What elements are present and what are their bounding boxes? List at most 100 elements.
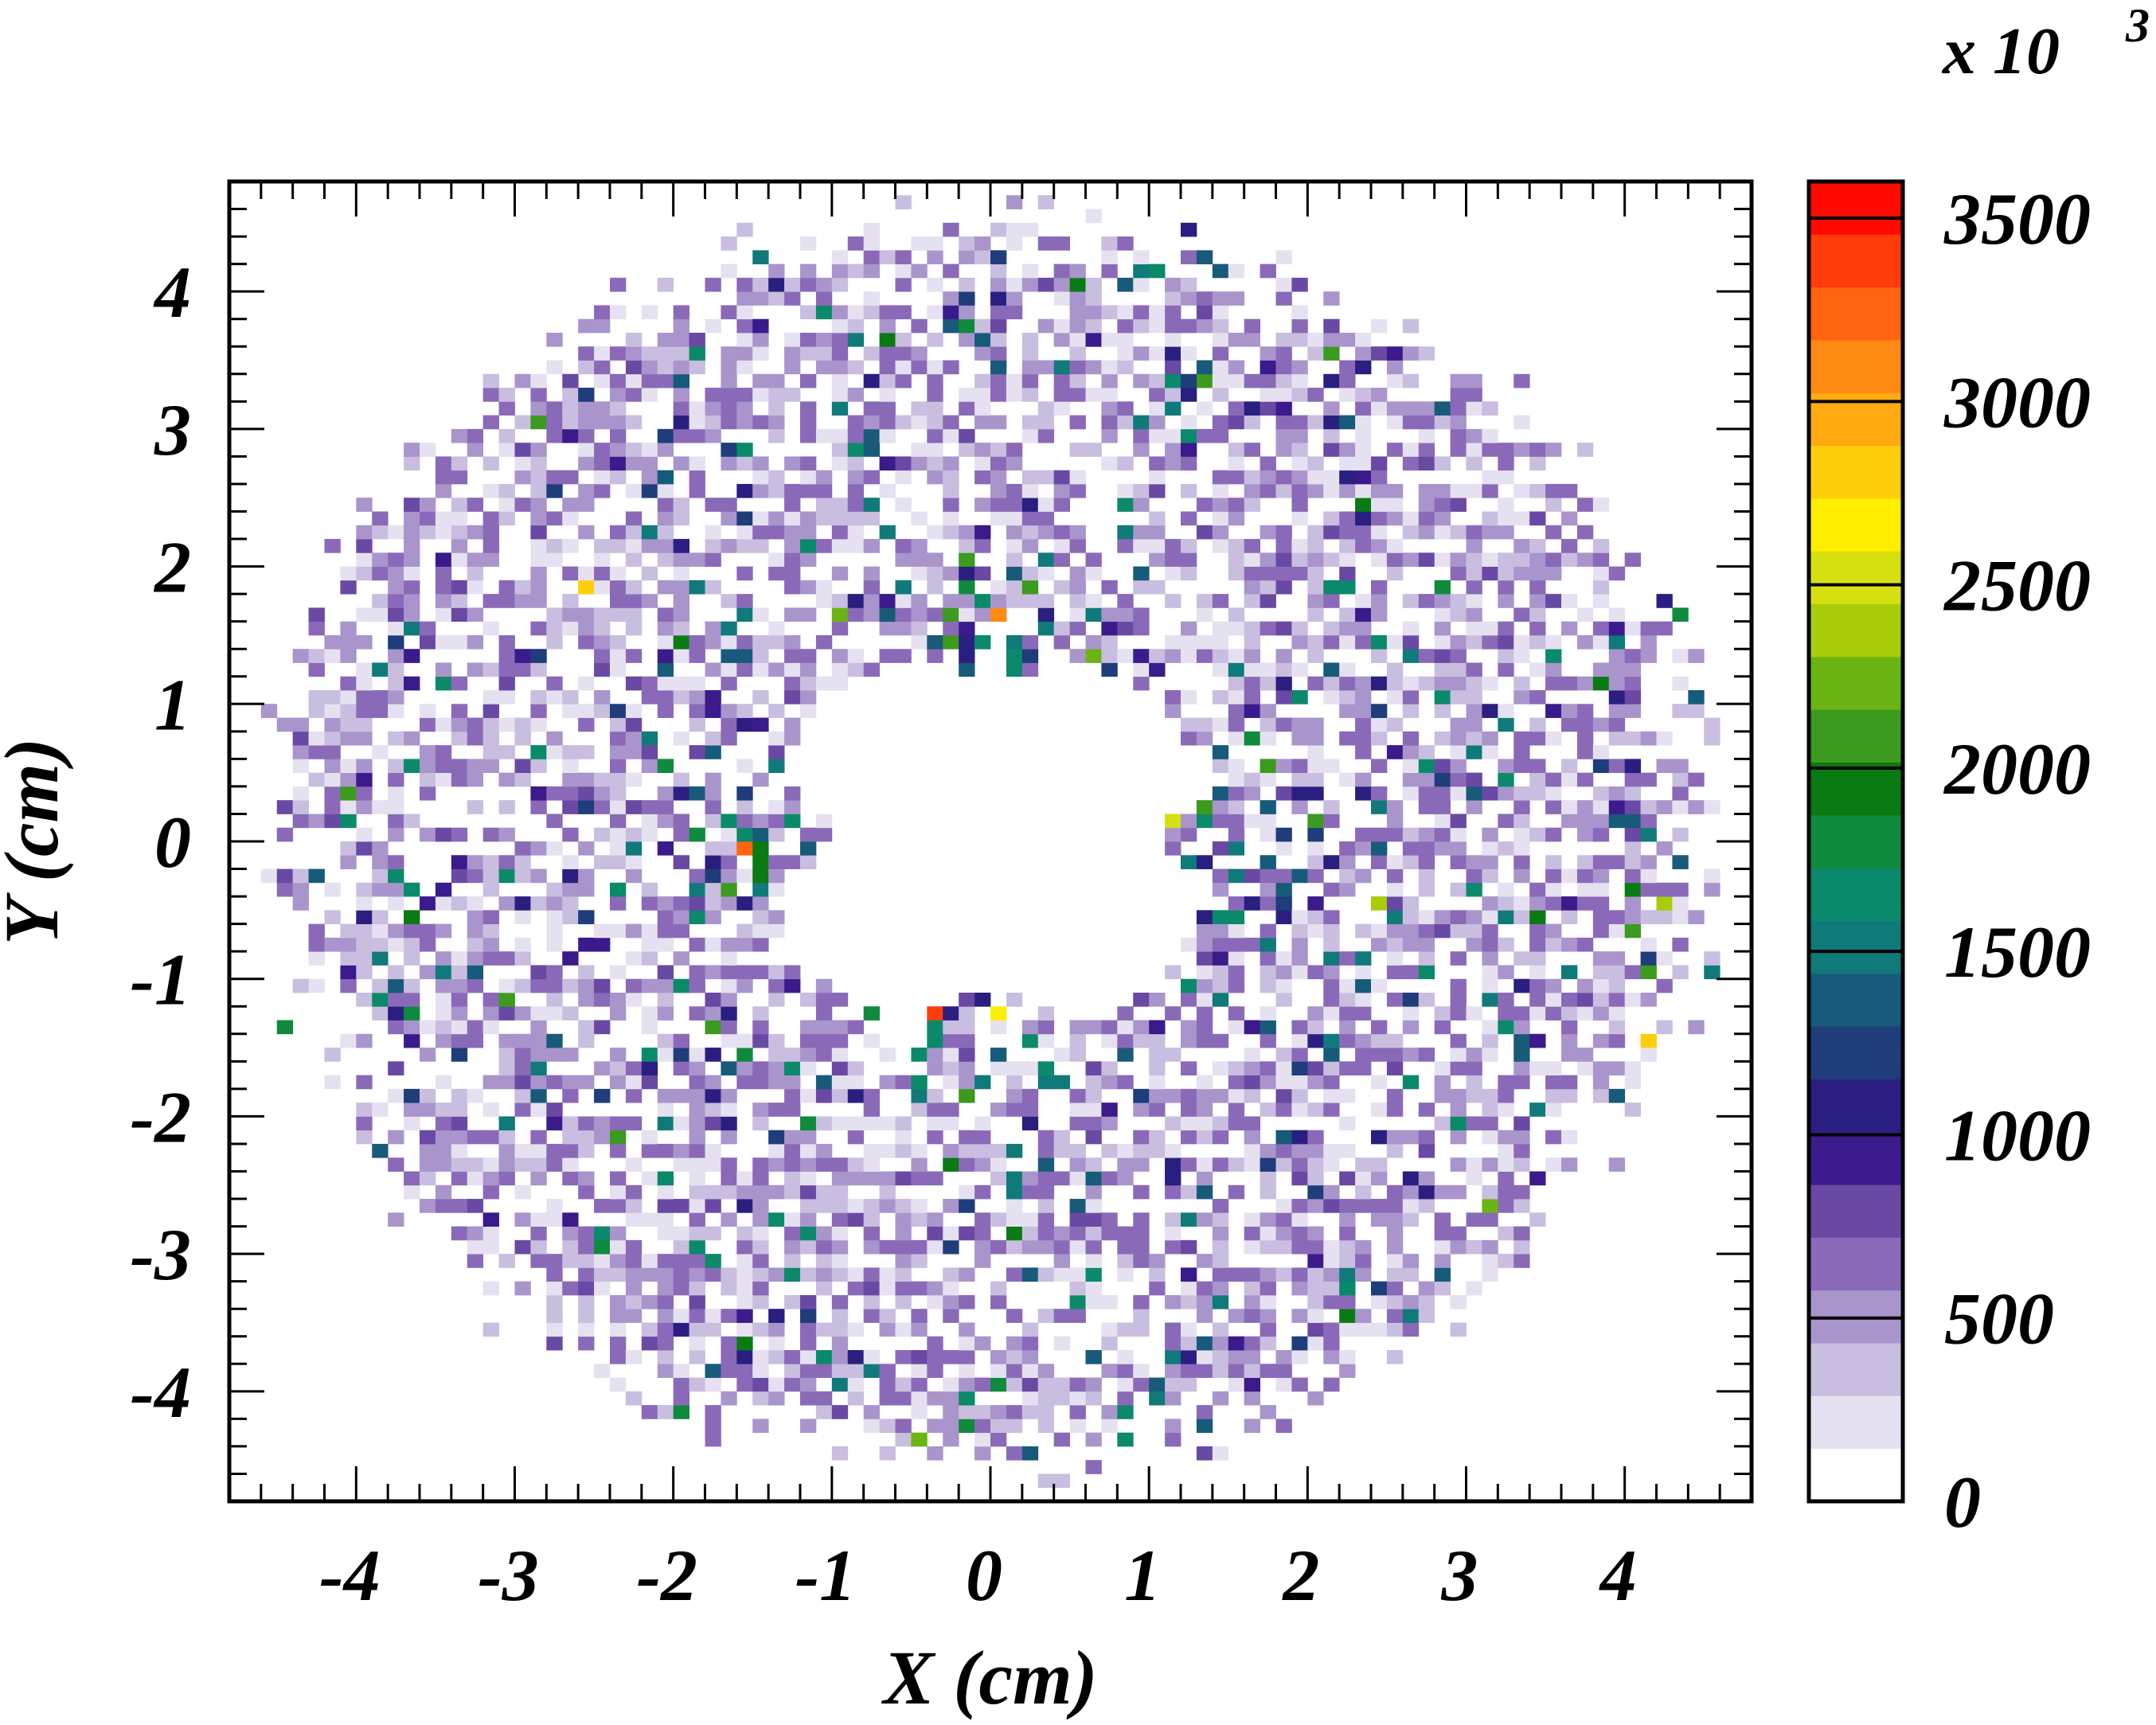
heatmap-cell	[610, 277, 627, 292]
heatmap-cell	[1165, 332, 1182, 347]
heatmap-cell	[736, 1267, 753, 1282]
heatmap-cell	[1037, 1006, 1055, 1021]
heatmap-cell	[1228, 1377, 1245, 1392]
heatmap-cell	[1181, 291, 1197, 306]
heatmap-cell	[1561, 621, 1578, 636]
heatmap-cell	[736, 1377, 753, 1392]
heatmap-cell	[1228, 263, 1245, 279]
heatmap-cell	[1355, 978, 1372, 993]
heatmap-cell	[1037, 236, 1055, 251]
heatmap-cell	[1450, 373, 1467, 388]
heatmap-cell	[1307, 772, 1324, 787]
heatmap-cell	[990, 222, 1007, 237]
heatmap-cell	[356, 498, 373, 512]
heatmap-cell	[610, 1377, 627, 1392]
heatmap-cell	[1037, 470, 1055, 485]
heatmap-cell	[657, 1212, 674, 1227]
heatmap-cell	[1355, 483, 1372, 498]
heatmap-cell	[784, 731, 801, 746]
heatmap-cell	[1656, 621, 1673, 636]
heatmap-cell	[1307, 1143, 1324, 1158]
heatmap-cell	[1529, 786, 1546, 801]
heatmap-cell	[800, 1157, 817, 1172]
heatmap-cell	[1069, 1199, 1086, 1213]
heatmap-cell	[578, 786, 595, 801]
heatmap-cell	[784, 498, 801, 512]
heatmap-cell	[578, 772, 595, 787]
heatmap-cell	[514, 1143, 531, 1158]
heatmap-cell	[467, 498, 484, 512]
heatmap-cell	[831, 401, 849, 416]
heatmap-cell	[657, 483, 674, 498]
heatmap-cell	[610, 786, 627, 801]
heatmap-cell	[1576, 443, 1594, 457]
x-tick-labels: -4 -3 -2 -1 0 1 2 3 4	[319, 1535, 1637, 1616]
heatmap-cell	[752, 896, 769, 911]
heatmap-cell	[768, 868, 785, 884]
heatmap-cell	[1482, 552, 1498, 567]
heatmap-cell	[736, 1033, 753, 1048]
heatmap-cell	[1244, 594, 1260, 608]
heatmap-cell	[1624, 992, 1641, 1007]
heatmap-cell	[1434, 1088, 1451, 1103]
heatmap-cell	[292, 745, 309, 759]
heatmap-cell	[721, 443, 737, 457]
heatmap-cell	[1561, 772, 1578, 787]
heatmap-cell	[1006, 1350, 1023, 1364]
heatmap-cell	[1418, 882, 1435, 897]
heatmap-cell	[752, 1364, 769, 1378]
heatmap-cell	[1450, 1033, 1467, 1048]
heatmap-cell	[610, 594, 627, 608]
heatmap-cell	[943, 428, 959, 443]
heatmap-cell	[467, 1020, 484, 1035]
heatmap-cell	[1307, 525, 1324, 540]
heatmap-cell	[404, 923, 420, 939]
heatmap-cell	[1466, 1212, 1482, 1227]
heatmap-cell	[863, 1281, 880, 1296]
heatmap-cell	[990, 511, 1007, 526]
heatmap-cell	[721, 346, 737, 361]
y-tick-label: -1	[130, 939, 191, 1021]
heatmap-cell	[530, 1061, 547, 1075]
heatmap-cell	[1513, 841, 1530, 856]
heatmap-cell	[1101, 388, 1118, 402]
heatmap-cell	[1482, 1116, 1498, 1131]
heatmap-cell	[673, 401, 689, 416]
heatmap-cell	[1196, 717, 1213, 732]
heatmap-cell	[1196, 1336, 1213, 1351]
heatmap-cell	[625, 456, 643, 471]
heatmap-cell	[990, 332, 1007, 347]
heatmap-cell	[657, 937, 674, 952]
heatmap-cell	[1037, 195, 1055, 209]
heatmap-cell	[467, 772, 484, 787]
heatmap-cell	[467, 634, 484, 650]
heatmap-cell	[1513, 759, 1530, 774]
heatmap-cell	[610, 580, 627, 595]
heatmap-cell	[1053, 291, 1070, 306]
heatmap-cell	[895, 373, 912, 388]
heatmap-cell	[1291, 951, 1308, 966]
heatmap-cell	[959, 1391, 975, 1406]
heatmap-cell	[879, 332, 896, 347]
heatmap-cell	[1101, 236, 1118, 251]
heatmap-cell	[974, 992, 991, 1007]
heatmap-cell	[514, 443, 531, 457]
heatmap-cell	[1482, 1088, 1498, 1103]
heatmap-cell	[736, 1350, 753, 1364]
heatmap-cell	[1434, 1061, 1451, 1075]
heatmap-cell	[800, 662, 817, 677]
heatmap-cell	[1592, 594, 1610, 608]
heatmap-cell	[435, 1020, 452, 1035]
heatmap-cell	[657, 676, 674, 691]
heatmap-cell	[514, 649, 531, 663]
heatmap-cell	[388, 621, 404, 636]
heatmap-cell	[546, 882, 563, 897]
heatmap-cell	[1339, 992, 1356, 1007]
heatmap-cell	[1275, 1350, 1292, 1364]
heatmap-cell	[1085, 1088, 1102, 1103]
heatmap-cell	[1275, 1103, 1292, 1117]
heatmap-cell	[657, 759, 674, 774]
heatmap-cell	[562, 1075, 579, 1090]
heatmap-cell	[1021, 222, 1039, 237]
heatmap-cell	[482, 882, 499, 897]
